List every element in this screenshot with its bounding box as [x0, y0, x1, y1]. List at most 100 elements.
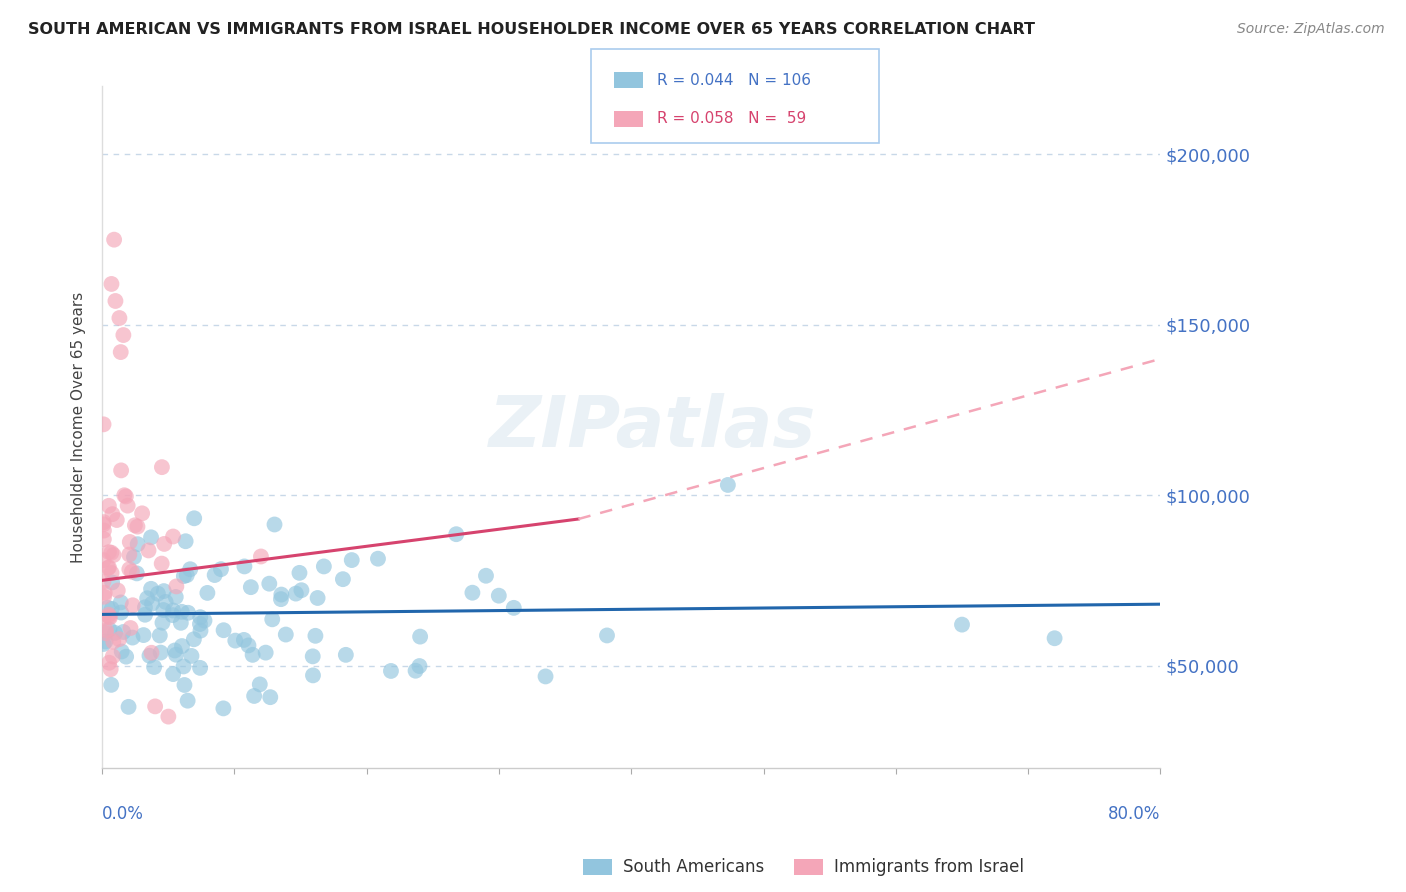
Point	[405, 664, 427, 678]
Point	[243, 689, 266, 703]
Point	[139, 582, 162, 596]
Point	[111, 644, 134, 658]
Point	[98, 560, 121, 574]
Point	[98, 623, 121, 637]
Point	[143, 660, 166, 674]
Point	[94, 626, 117, 640]
Point	[97, 545, 120, 559]
Point	[120, 621, 142, 635]
Point	[108, 632, 131, 647]
Point	[380, 664, 402, 678]
Point	[250, 549, 273, 564]
Point	[100, 602, 122, 616]
Point	[93, 590, 115, 604]
Point	[110, 606, 132, 620]
Point	[110, 463, 132, 477]
Point	[173, 678, 195, 692]
Point	[446, 527, 468, 541]
Point	[93, 515, 115, 529]
Point	[152, 615, 174, 630]
Text: Source: ZipAtlas.com: Source: ZipAtlas.com	[1237, 22, 1385, 37]
Point	[93, 553, 115, 567]
Text: SOUTH AMERICAN VS IMMIGRANTS FROM ISRAEL HOUSEHOLDER INCOME OVER 65 YEARS CORREL: SOUTH AMERICAN VS IMMIGRANTS FROM ISRAEL…	[28, 22, 1035, 37]
Point	[143, 699, 166, 714]
Point	[242, 648, 264, 662]
Point	[98, 656, 121, 670]
Point	[100, 277, 122, 291]
Point	[165, 648, 187, 662]
Point	[93, 524, 115, 538]
Point	[103, 548, 125, 562]
Point	[93, 574, 115, 589]
Point	[301, 649, 323, 664]
Point	[121, 565, 143, 579]
Point	[212, 701, 235, 715]
Point	[254, 646, 277, 660]
Point	[232, 632, 254, 647]
Point	[177, 606, 200, 620]
Point	[165, 590, 187, 604]
Point	[93, 517, 115, 532]
Point	[190, 624, 212, 638]
Point	[340, 553, 363, 567]
Point	[170, 615, 193, 630]
Point	[188, 610, 211, 624]
Point	[233, 559, 256, 574]
Point	[239, 580, 262, 594]
Point	[121, 599, 143, 613]
Point	[212, 624, 235, 638]
Point	[124, 518, 146, 533]
Point	[146, 587, 169, 601]
Point	[170, 639, 193, 653]
Point	[97, 561, 120, 575]
Point	[101, 575, 124, 590]
Point	[100, 662, 122, 676]
Point	[155, 595, 177, 609]
Point	[103, 634, 125, 648]
Text: Immigrants from Israel: Immigrants from Israel	[834, 858, 1024, 876]
Point	[127, 537, 149, 551]
Point	[134, 607, 156, 622]
Point	[107, 583, 129, 598]
Point	[335, 648, 357, 662]
Point	[94, 634, 117, 648]
Point	[162, 667, 184, 681]
Point	[534, 669, 557, 683]
Point	[188, 617, 211, 632]
Point	[176, 568, 198, 582]
Point	[121, 631, 143, 645]
Point	[717, 478, 740, 492]
Point	[93, 611, 115, 625]
Point	[93, 585, 115, 599]
Point	[93, 417, 115, 432]
Point	[238, 639, 260, 653]
Point	[409, 630, 432, 644]
Point	[104, 626, 127, 640]
Point	[304, 629, 326, 643]
Point	[197, 586, 219, 600]
Point	[193, 614, 215, 628]
Point	[125, 566, 148, 581]
Point	[118, 548, 141, 562]
Point	[183, 632, 205, 647]
Point	[367, 551, 389, 566]
Point	[98, 609, 121, 624]
Point	[183, 511, 205, 525]
Point	[100, 566, 122, 580]
Point	[93, 637, 115, 651]
Point	[94, 624, 117, 638]
Point	[332, 572, 354, 586]
Point	[112, 488, 135, 502]
Point	[179, 562, 201, 576]
Point	[118, 535, 141, 549]
Point	[149, 646, 172, 660]
Point	[488, 589, 510, 603]
Point	[259, 690, 281, 705]
Text: R = 0.058   N =  59: R = 0.058 N = 59	[657, 112, 806, 126]
Point	[170, 605, 193, 619]
Point	[112, 625, 135, 640]
Point	[180, 648, 202, 663]
Point	[274, 627, 297, 641]
Point	[97, 600, 120, 615]
Point	[150, 557, 173, 571]
